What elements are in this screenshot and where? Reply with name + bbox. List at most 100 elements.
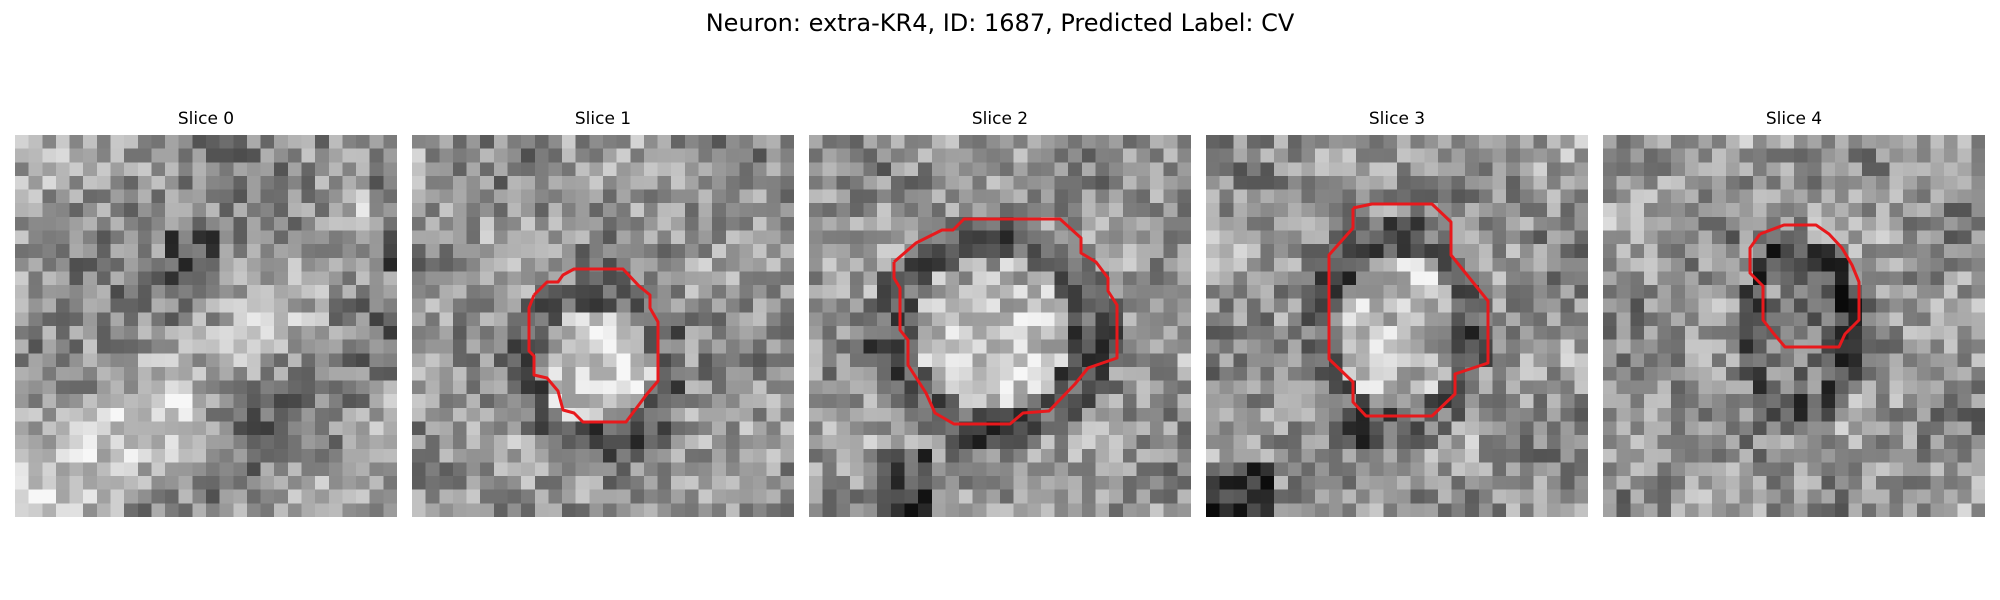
slice-title: Slice 0 <box>177 109 235 129</box>
image-pixel <box>1712 476 1727 491</box>
image-pixel <box>1315 162 1330 177</box>
image-pixel <box>342 189 357 204</box>
image-pixel <box>439 448 454 464</box>
image-pixel <box>753 407 768 423</box>
image-pixel <box>206 366 221 382</box>
image-pixel <box>28 394 43 409</box>
image-pixel <box>1328 148 1344 163</box>
image-pixel <box>383 339 397 354</box>
image-pixel <box>1889 244 1904 259</box>
image-pixel <box>15 394 30 409</box>
image-pixel <box>1013 312 1028 327</box>
image-pixel <box>15 298 30 313</box>
image-pixel <box>1862 435 1877 450</box>
image-pixel <box>766 271 781 286</box>
image-pixel <box>1027 435 1042 450</box>
image-pixel <box>753 476 768 491</box>
image-pixel <box>1875 489 1891 504</box>
image-pixel <box>809 244 824 259</box>
image-pixel <box>1233 203 1248 218</box>
image-pixel <box>1122 312 1138 327</box>
image-pixel <box>192 462 207 477</box>
image-pixel <box>1233 407 1248 423</box>
image-pixel <box>1957 203 1972 218</box>
image-pixel <box>877 407 892 423</box>
image-pixel <box>246 175 262 191</box>
image-pixel <box>548 339 563 354</box>
image-pixel <box>1574 435 1588 450</box>
image-pixel <box>739 175 754 191</box>
image-pixel <box>1671 489 1686 504</box>
image-pixel <box>562 285 577 300</box>
image-pixel <box>1027 271 1042 286</box>
image-pixel <box>233 489 248 504</box>
image-pixel <box>1574 448 1588 464</box>
image-pixel <box>287 421 303 436</box>
image-pixel <box>1177 216 1191 232</box>
image-pixel <box>1397 216 1412 232</box>
image-pixel <box>1246 148 1262 163</box>
image-pixel <box>603 162 618 177</box>
image-pixel <box>507 462 522 477</box>
image-pixel <box>69 298 84 313</box>
image-pixel <box>369 489 384 504</box>
image-pixel <box>192 394 207 409</box>
image-pixel <box>534 162 550 177</box>
image-pixel <box>1287 189 1303 204</box>
image-pixel <box>534 407 550 423</box>
image-pixel <box>151 203 166 218</box>
image-pixel <box>986 162 1001 177</box>
image-pixel <box>1081 312 1097 327</box>
image-pixel <box>466 216 481 232</box>
image-pixel <box>671 476 686 491</box>
image-pixel <box>534 421 550 436</box>
image-pixel <box>1930 394 1945 409</box>
image-pixel <box>1478 326 1494 341</box>
image-pixel <box>83 162 98 177</box>
image-pixel <box>698 135 713 150</box>
image-pixel <box>863 462 878 477</box>
image-pixel <box>328 394 344 409</box>
image-pixel <box>96 407 112 423</box>
image-pixel <box>1492 435 1507 450</box>
image-pixel <box>356 407 371 423</box>
image-pixel <box>192 203 207 218</box>
image-pixel <box>69 271 84 286</box>
image-pixel <box>1560 230 1575 245</box>
image-pixel <box>315 230 330 245</box>
image-pixel <box>1698 162 1713 177</box>
image-pixel <box>439 435 454 450</box>
image-pixel <box>836 339 851 354</box>
image-pixel <box>287 285 303 300</box>
image-pixel <box>1875 407 1891 423</box>
image-pixel <box>725 462 741 477</box>
image-pixel <box>1000 380 1015 395</box>
image-pixel <box>356 285 371 300</box>
image-pixel <box>1177 148 1191 163</box>
image-pixel <box>1478 257 1494 273</box>
image-pixel <box>1356 257 1371 273</box>
image-pixel <box>383 421 397 436</box>
image-pixel <box>1109 407 1124 423</box>
image-pixel <box>836 326 851 341</box>
image-pixel <box>616 462 631 477</box>
image-pixel <box>1437 353 1453 368</box>
image-pixel <box>1616 244 1631 259</box>
image-pixel <box>1930 366 1945 382</box>
image-pixel <box>1315 203 1330 218</box>
image-pixel <box>192 503 207 517</box>
image-pixel <box>315 257 330 273</box>
image-pixel <box>412 271 427 286</box>
image-pixel <box>1821 503 1836 517</box>
image-pixel <box>1109 421 1124 436</box>
image-pixel <box>589 285 604 300</box>
image-pixel <box>1725 312 1741 327</box>
image-pixel <box>1000 162 1015 177</box>
image-pixel <box>1903 244 1918 259</box>
image-pixel <box>904 448 919 464</box>
image-pixel <box>877 462 892 477</box>
image-pixel <box>725 435 741 450</box>
image-pixel <box>1246 135 1262 150</box>
image-pixel <box>1603 135 1618 150</box>
image-pixel <box>1834 175 1850 191</box>
